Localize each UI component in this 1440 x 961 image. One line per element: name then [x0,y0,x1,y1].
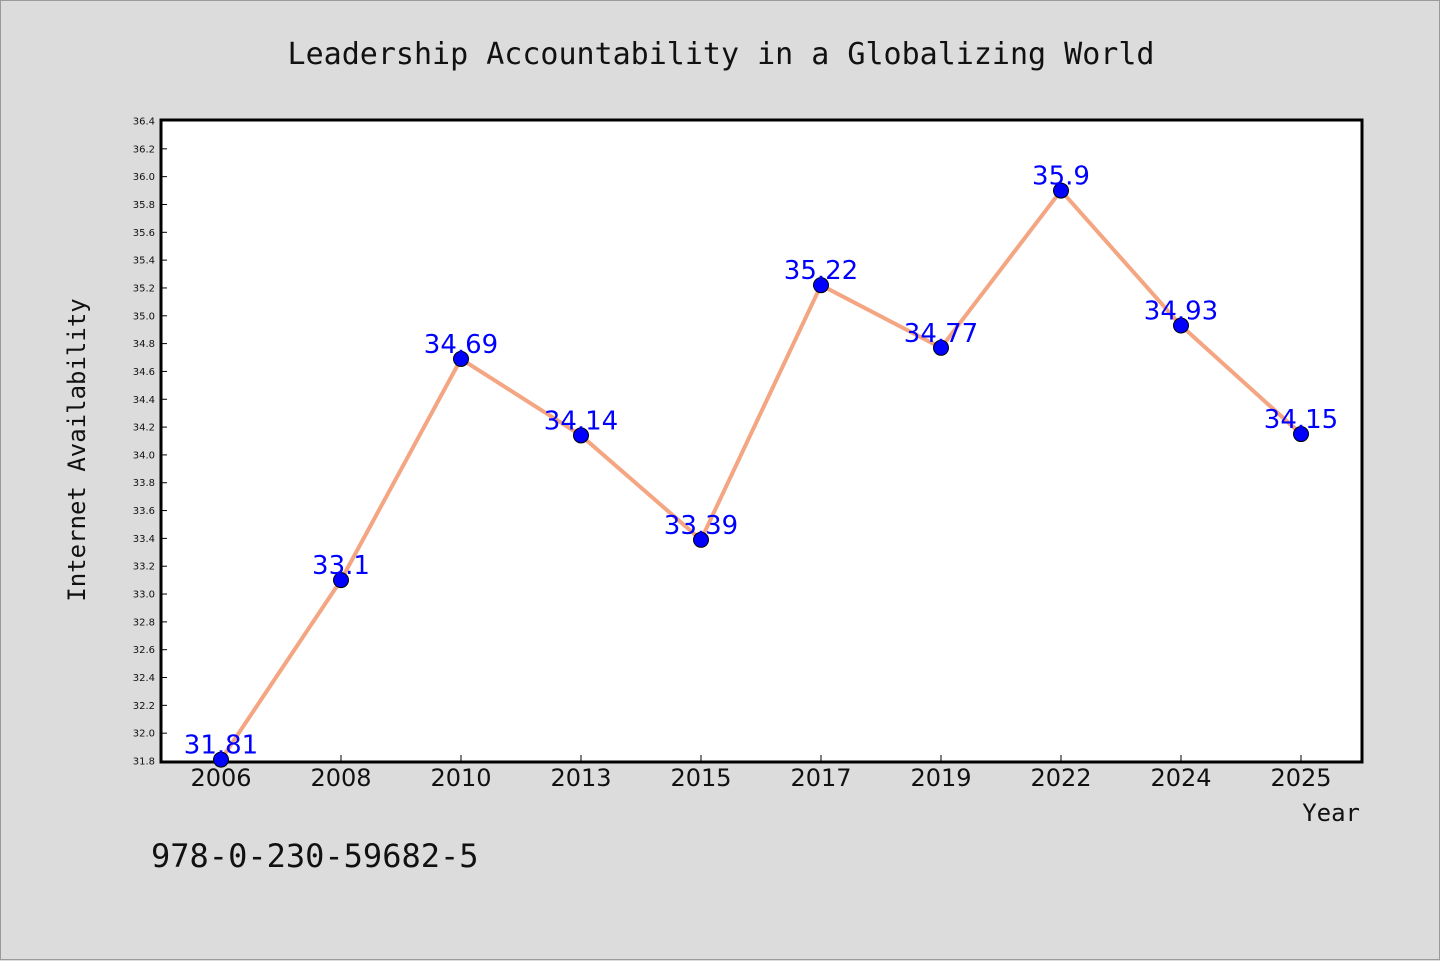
data-markers [213,182,1309,768]
x-tick-label: 2013 [550,764,611,792]
x-axis-title: Year [1302,799,1360,827]
x-axis-ticks: 2006 2008 2010 2013 2015 2017 2019 2022 2024 2025 [190,755,1332,792]
y-tick-label: 36.4 [133,117,155,128]
y-tick-label: 35.8 [133,200,155,211]
y-tick-label: 32.6 [133,645,155,656]
data-point-marker [1293,426,1309,443]
data-point-marker [573,427,589,444]
y-tick-label: 35.6 [133,228,155,239]
data-point-label: 35.9 [1032,162,1090,192]
y-tick-label: 31.8 [133,757,155,768]
data-point-label: 34.69 [424,330,498,360]
data-point-label: 34.93 [1144,297,1218,327]
x-tick-label: 2006 [190,764,251,792]
isbn-footnote: 978-0-230-59682-5 [151,837,479,875]
data-point-label: 33.1 [312,551,370,581]
data-point-label: 35.22 [784,256,858,286]
data-point-marker [333,572,349,589]
chart-title: Leadership Accountability in a Globalizi… [288,37,1155,72]
y-tick-label: 36.2 [133,144,155,155]
y-tick-label: 33.4 [133,534,155,545]
data-point-marker [933,339,949,356]
x-tick-label: 2024 [1150,764,1211,792]
data-point-label: 34.14 [544,406,618,436]
y-tick-label: 34.6 [133,367,155,378]
x-tick-label: 2025 [1270,764,1331,792]
data-point-label: 34.77 [904,319,978,349]
data-point-marker [813,277,829,294]
y-tick-label: 34.8 [133,339,155,350]
y-tick-label: 33.0 [133,590,155,601]
x-tick-label: 2017 [790,764,851,792]
series-line [219,188,1303,761]
y-tick-label: 34.4 [133,395,155,406]
y-tick-label: 32.2 [133,701,155,712]
data-point-marker [693,531,709,548]
y-tick-label: 35.4 [133,256,155,267]
y-tick-label: 36.0 [133,172,155,183]
data-labels: 31.81 33.1 34.69 34.14 33.39 35.22 34.77 35.9 34… [184,162,1338,761]
y-tick-label: 34.0 [133,450,155,461]
plot-area [159,118,1364,764]
x-tick-label: 2008 [310,764,371,792]
y-axis-ticks: 31.8 32.0 32.2 32.4 32.6 32.8 33.0 33.2 33.4 33.6… [133,117,167,768]
x-tick-label: 2022 [1030,764,1091,792]
y-tick-label: 33.6 [133,506,155,517]
y-tick-label: 35.2 [133,283,155,294]
x-tick-label: 2015 [670,764,731,792]
x-tick-label: 2010 [430,764,491,792]
y-tick-label: 33.8 [133,478,155,489]
y-tick-label: 32.8 [133,617,155,628]
data-point-label: 33.39 [664,511,738,541]
data-point-marker [453,350,469,367]
y-tick-label: 34.2 [133,423,155,434]
data-point-label: 31.81 [184,731,258,761]
y-axis-title: Internet Availability [63,298,91,601]
data-point-marker [1053,182,1069,199]
data-point-marker [213,751,229,768]
x-tick-label: 2019 [910,764,971,792]
data-point-marker [1173,317,1189,334]
y-tick-label: 33.2 [133,562,155,573]
y-tick-label: 32.4 [133,673,155,684]
y-tick-label: 35.0 [133,311,155,322]
y-tick-label: 32.0 [133,729,155,740]
data-point-label: 34.15 [1264,405,1338,435]
